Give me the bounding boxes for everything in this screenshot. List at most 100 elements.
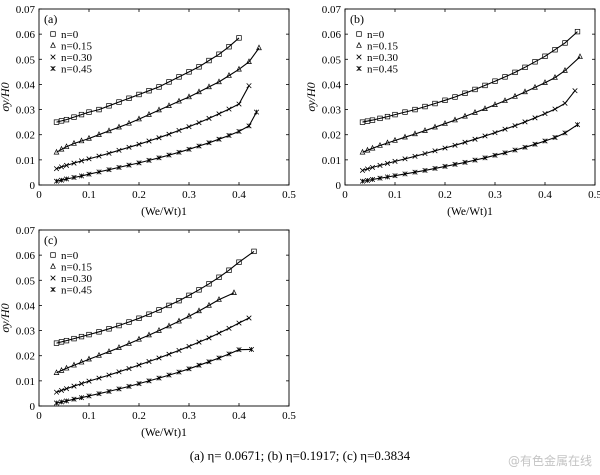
x-tick-label: 0.2 (132, 189, 146, 201)
x-tick-label: 0 (36, 410, 42, 422)
series-2 (53, 315, 252, 395)
watermark: @有色金属在线 (507, 454, 592, 468)
data-point (442, 97, 448, 103)
data-point (78, 381, 85, 387)
legend-label: n=0.15 (61, 41, 92, 53)
x-axis-label: (We/Wt)1 (141, 206, 187, 218)
data-point (166, 102, 172, 108)
data-point (236, 128, 242, 135)
data-point (392, 111, 398, 118)
data-point (116, 344, 122, 350)
data-point (402, 156, 408, 162)
y-tick-label: 0.06 (322, 29, 342, 41)
y-tick-label: 0.02 (322, 130, 341, 142)
data-point (422, 103, 428, 110)
data-point (236, 259, 242, 265)
data-point (96, 106, 102, 113)
data-point (78, 395, 85, 401)
data-point (146, 311, 152, 317)
data-point (196, 307, 202, 314)
data-point (452, 116, 458, 123)
data-point (482, 105, 488, 111)
data-point (364, 177, 371, 184)
legend-marker (50, 31, 56, 37)
data-point (472, 136, 478, 142)
data-point (226, 351, 232, 357)
data-point (116, 164, 122, 170)
data-point (452, 142, 458, 148)
data-point (502, 150, 508, 156)
data-point (156, 307, 162, 313)
data-point (136, 91, 142, 98)
data-point (472, 86, 478, 93)
data-point (482, 82, 488, 89)
data-point (166, 351, 172, 357)
legend-label: n=0 (367, 29, 385, 41)
data-point (377, 162, 383, 168)
data-point (58, 339, 65, 345)
data-point (226, 267, 232, 273)
data-point (126, 119, 132, 126)
data-point (369, 164, 376, 170)
data-point (402, 133, 408, 140)
data-point (492, 101, 498, 107)
data-point (552, 134, 558, 141)
data-point (126, 162, 132, 168)
data-point (53, 166, 60, 172)
data-point (96, 169, 102, 175)
y-tick-label: 0.01 (16, 376, 35, 388)
data-point (206, 83, 212, 90)
data-point (216, 136, 222, 142)
series-3 (53, 109, 260, 184)
series-2 (53, 83, 252, 172)
data-point (384, 160, 391, 166)
series-line (362, 90, 576, 171)
data-point (106, 388, 112, 394)
data-point (369, 176, 376, 183)
data-point (71, 174, 77, 181)
data-point (196, 287, 202, 293)
data-point (364, 146, 371, 153)
x-tick-label: 0 (36, 189, 42, 201)
data-point (256, 44, 262, 51)
data-point (78, 158, 85, 164)
data-point (462, 159, 468, 165)
data-point (236, 347, 242, 353)
data-point (246, 83, 252, 89)
data-point (502, 126, 508, 132)
chart-panel-b: 0 0.1 0.2 0.3 0.4 0.5 0 0.01 0.02 0.03 0.04 0.05 0.0… (304, 4, 600, 218)
data-point (226, 72, 232, 78)
data-point (186, 312, 192, 319)
data-point (522, 144, 528, 150)
data-point (364, 166, 371, 172)
data-point (186, 366, 192, 372)
data-point (512, 69, 518, 76)
data-point (359, 167, 366, 173)
data-point (156, 355, 162, 361)
data-point (63, 386, 70, 392)
data-point (248, 346, 255, 353)
y-tick-label: 0.04 (16, 300, 36, 312)
series-line (56, 317, 250, 393)
data-point (512, 147, 518, 153)
series-line (362, 124, 578, 182)
data-point (96, 351, 102, 358)
data-point (196, 88, 202, 95)
data-point (116, 123, 122, 130)
data-point (53, 340, 60, 346)
data-point (412, 106, 418, 113)
series-line (56, 348, 252, 404)
data-point (552, 47, 558, 53)
data-point (71, 396, 77, 402)
data-point (58, 164, 65, 170)
data-point (53, 389, 60, 395)
x-tick-label: 0.1 (82, 410, 96, 422)
data-point (136, 141, 142, 147)
data-point (156, 155, 162, 161)
y-tick-label: 0 (30, 180, 36, 192)
y-tick-label: 0.04 (16, 79, 36, 91)
data-point (86, 331, 92, 338)
data-point (462, 139, 468, 145)
data-point (412, 153, 418, 159)
series-line (56, 111, 257, 182)
